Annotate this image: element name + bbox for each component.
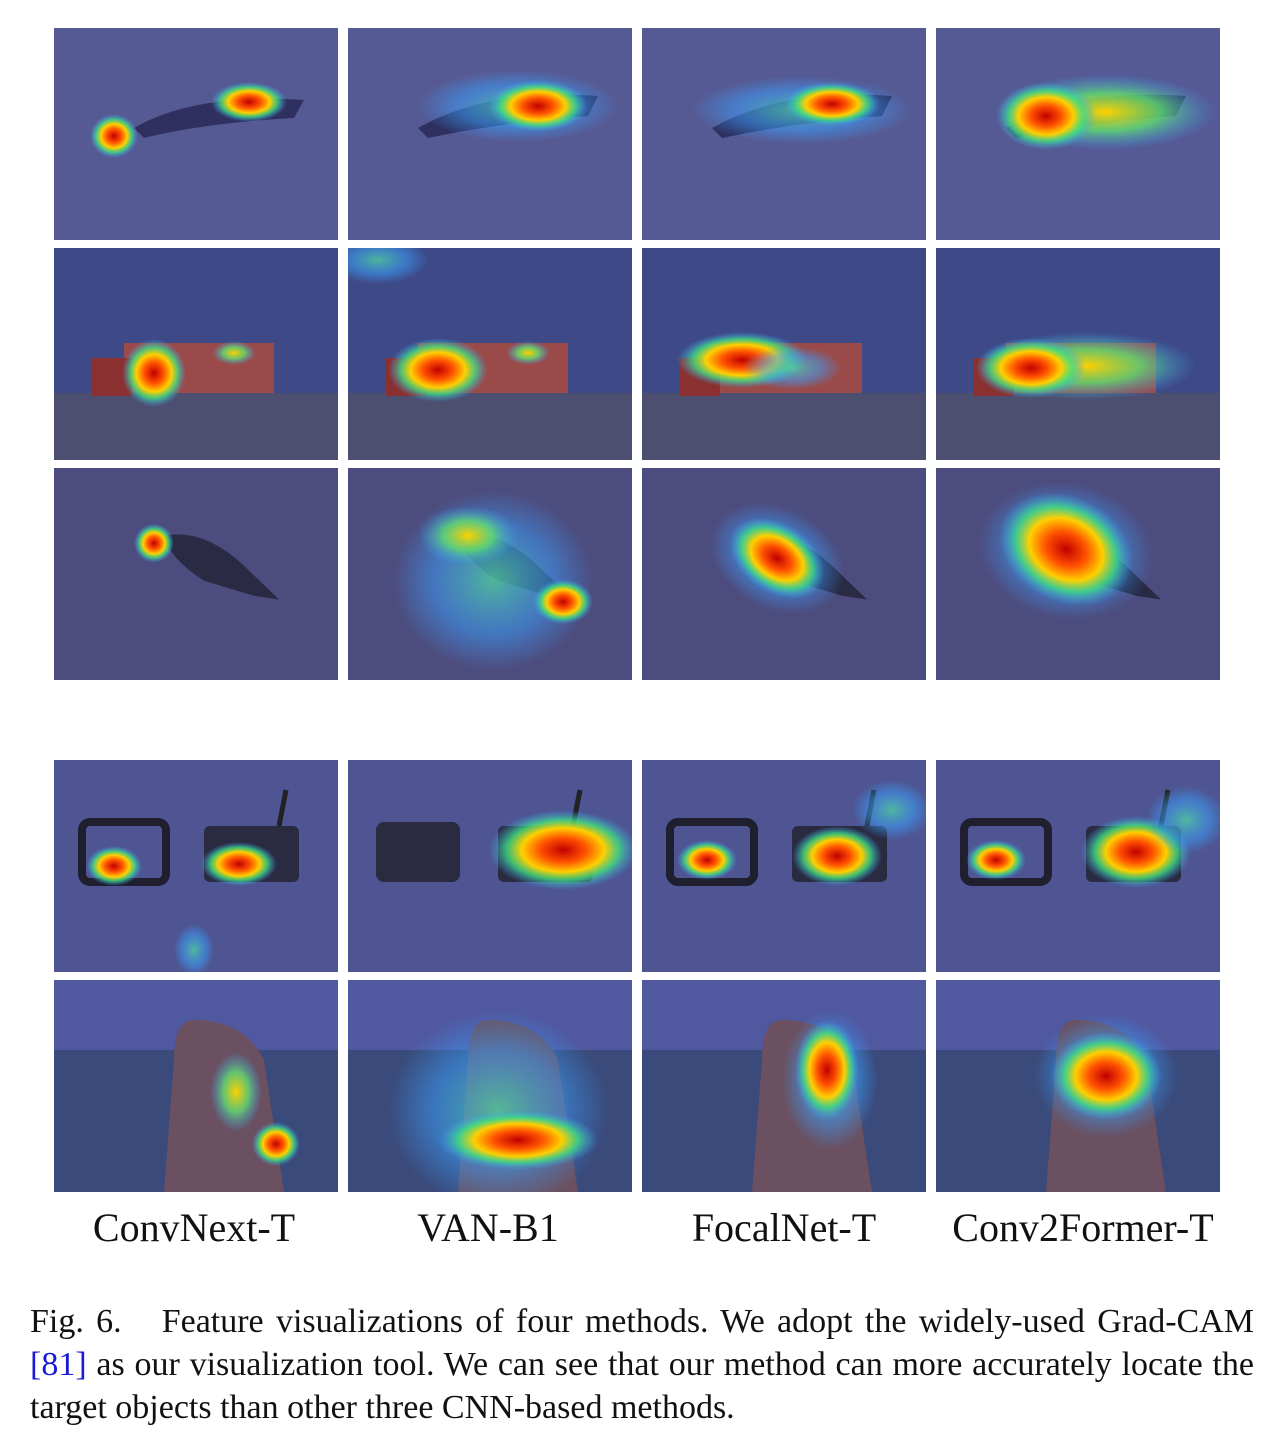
heatmap-grid (54, 28, 1220, 1192)
column-label-focalnet: FocalNet-T (691, 1205, 877, 1250)
bird-icon (54, 468, 338, 680)
heatmap-focalnet-row4 (642, 760, 926, 972)
heatmap-conv2former-row1 (936, 28, 1220, 240)
heatmap-van-row2 (348, 248, 632, 460)
heatmap-convnext-row1 (54, 28, 338, 240)
heatmap-van-row1 (348, 28, 632, 240)
citation-link[interactable]: [81] (30, 1346, 87, 1383)
heatmap-van-row5 (348, 980, 632, 1192)
router-icon (54, 760, 338, 972)
heatmap-convnext-row5 (54, 980, 338, 1192)
heatmap-van-row3 (348, 468, 632, 680)
heatmap-convnext-row3 (54, 468, 338, 680)
truck-icon (54, 248, 338, 460)
heatmap-conv2former-row4 (936, 760, 1220, 972)
heatmap-convnext-row2 (54, 248, 338, 460)
figure-label: Fig. 6. (30, 1303, 122, 1340)
dog-icon (54, 980, 338, 1192)
column-label-van: VAN-B1 (417, 1205, 559, 1250)
column-label-convnext: ConvNext-T (92, 1205, 296, 1250)
heatmap-van-row4 (348, 760, 632, 972)
heatmap-conv2former-row3 (936, 468, 1220, 680)
heatmap-convnext-row4 (54, 760, 338, 972)
heatmap-focalnet-row2 (642, 248, 926, 460)
caption-text-before-ref: Feature visualizations of four methods. … (161, 1303, 1255, 1340)
figure-caption: Fig. 6. Feature visualizations of four me… (30, 1300, 1254, 1429)
heatmap-conv2former-row2 (936, 248, 1220, 460)
heatmap-conv2former-row5 (936, 980, 1220, 1192)
lizard-on-sand-icon (54, 28, 338, 240)
heatmap-focalnet-row3 (642, 468, 926, 680)
caption-text-after-ref: as our visualization tool. We can see th… (30, 1346, 1254, 1426)
column-label-conv2former: Conv2Former-T (952, 1205, 1214, 1250)
heatmap-focalnet-row5 (642, 980, 926, 1192)
heatmap-focalnet-row1 (642, 28, 926, 240)
